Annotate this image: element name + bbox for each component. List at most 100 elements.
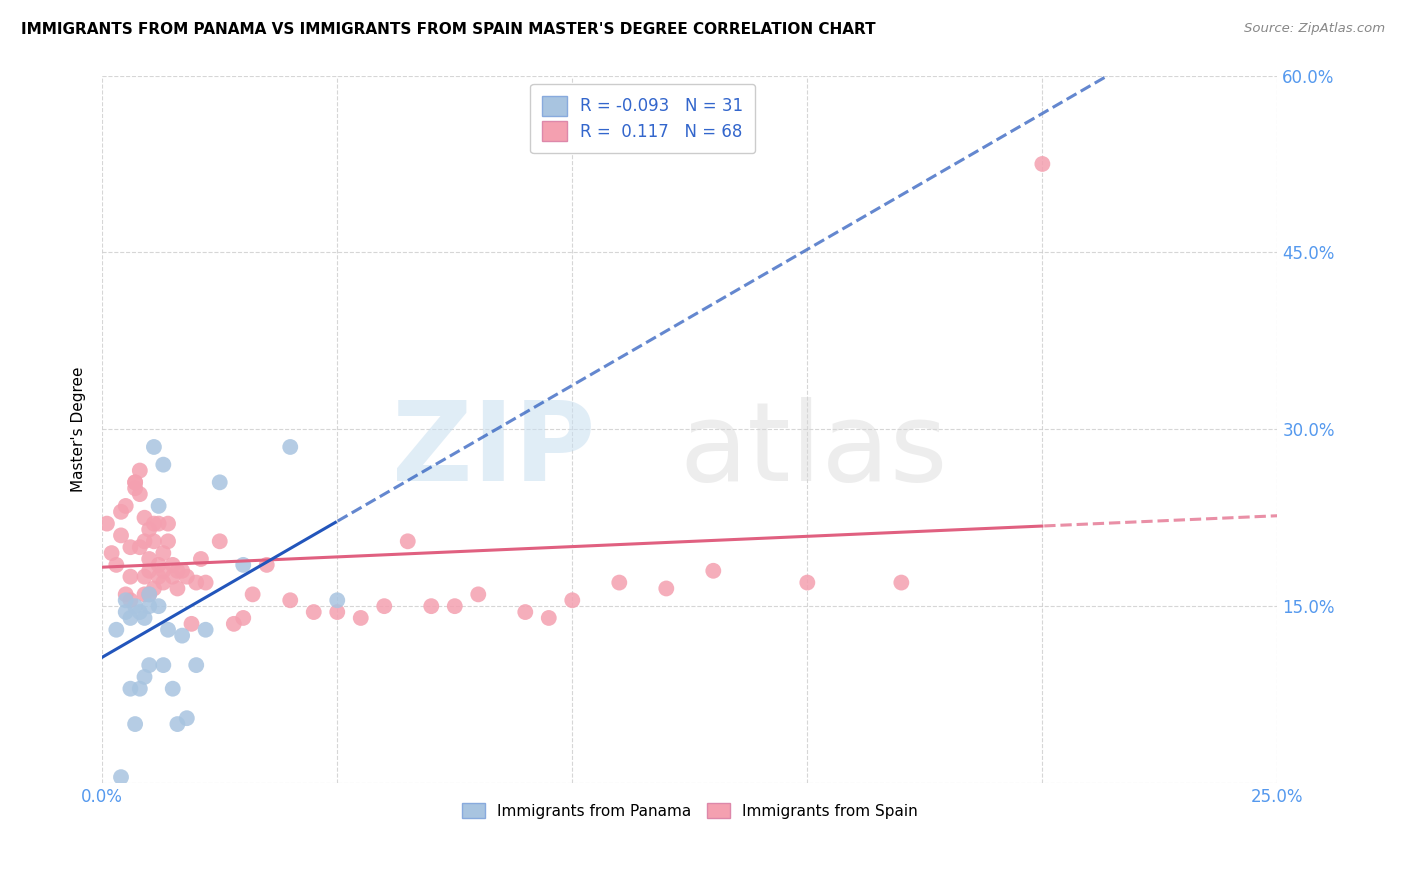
Point bbox=[152, 575, 174, 590]
Point bbox=[180, 616, 202, 631]
Point bbox=[561, 593, 583, 607]
Point bbox=[134, 510, 156, 524]
Point bbox=[172, 564, 194, 578]
Point bbox=[278, 593, 301, 607]
Point bbox=[256, 558, 278, 572]
Point bbox=[105, 558, 128, 572]
Point bbox=[124, 481, 146, 495]
Point bbox=[157, 623, 180, 637]
Point bbox=[373, 599, 395, 614]
Point bbox=[128, 605, 150, 619]
Point bbox=[176, 570, 198, 584]
Point bbox=[124, 475, 146, 490]
Point bbox=[278, 440, 301, 454]
Point bbox=[142, 516, 165, 531]
Point bbox=[1031, 157, 1053, 171]
Point bbox=[350, 611, 373, 625]
Point bbox=[100, 546, 122, 560]
Point bbox=[326, 605, 349, 619]
Point bbox=[172, 629, 194, 643]
Point bbox=[128, 487, 150, 501]
Point bbox=[142, 534, 165, 549]
Point bbox=[655, 582, 678, 596]
Point bbox=[148, 599, 170, 614]
Point bbox=[162, 558, 184, 572]
Point bbox=[607, 575, 630, 590]
Point bbox=[186, 658, 208, 673]
Text: ZIP: ZIP bbox=[392, 397, 596, 504]
Point bbox=[208, 475, 231, 490]
Point bbox=[120, 593, 142, 607]
Point bbox=[134, 587, 156, 601]
Point bbox=[124, 475, 146, 490]
Point bbox=[128, 464, 150, 478]
Point bbox=[194, 623, 217, 637]
Point bbox=[134, 670, 156, 684]
Point bbox=[110, 528, 132, 542]
Text: atlas: atlas bbox=[681, 397, 948, 504]
Point bbox=[232, 558, 254, 572]
Point bbox=[152, 546, 174, 560]
Point bbox=[176, 711, 198, 725]
Point bbox=[114, 499, 136, 513]
Point bbox=[120, 540, 142, 554]
Point bbox=[443, 599, 465, 614]
Point bbox=[537, 611, 560, 625]
Point bbox=[148, 570, 170, 584]
Point bbox=[142, 582, 165, 596]
Point bbox=[134, 570, 156, 584]
Point bbox=[128, 681, 150, 696]
Text: IMMIGRANTS FROM PANAMA VS IMMIGRANTS FROM SPAIN MASTER'S DEGREE CORRELATION CHAR: IMMIGRANTS FROM PANAMA VS IMMIGRANTS FRO… bbox=[21, 22, 876, 37]
Point bbox=[796, 575, 818, 590]
Point bbox=[242, 587, 264, 601]
Point bbox=[138, 587, 160, 601]
Point bbox=[186, 575, 208, 590]
Point bbox=[105, 623, 128, 637]
Point bbox=[138, 564, 160, 578]
Point bbox=[162, 681, 184, 696]
Point bbox=[110, 770, 132, 784]
Point bbox=[124, 717, 146, 731]
Point bbox=[138, 523, 160, 537]
Point bbox=[302, 605, 325, 619]
Point bbox=[190, 552, 212, 566]
Point bbox=[148, 558, 170, 572]
Point bbox=[110, 505, 132, 519]
Point bbox=[166, 582, 188, 596]
Point bbox=[152, 458, 174, 472]
Point bbox=[157, 516, 180, 531]
Point bbox=[162, 570, 184, 584]
Point bbox=[194, 575, 217, 590]
Point bbox=[148, 499, 170, 513]
Point bbox=[138, 599, 160, 614]
Point bbox=[114, 593, 136, 607]
Point bbox=[148, 516, 170, 531]
Point bbox=[208, 534, 231, 549]
Point bbox=[128, 540, 150, 554]
Point bbox=[515, 605, 537, 619]
Point bbox=[138, 658, 160, 673]
Point bbox=[702, 564, 724, 578]
Legend: Immigrants from Panama, Immigrants from Spain: Immigrants from Panama, Immigrants from … bbox=[456, 797, 924, 825]
Point bbox=[138, 587, 160, 601]
Point bbox=[157, 534, 180, 549]
Point bbox=[142, 440, 165, 454]
Point bbox=[890, 575, 912, 590]
Y-axis label: Master's Degree: Master's Degree bbox=[72, 367, 86, 492]
Point bbox=[222, 616, 245, 631]
Point bbox=[134, 534, 156, 549]
Point bbox=[396, 534, 419, 549]
Point bbox=[120, 681, 142, 696]
Point bbox=[326, 593, 349, 607]
Point bbox=[232, 611, 254, 625]
Point bbox=[467, 587, 489, 601]
Point bbox=[420, 599, 443, 614]
Point bbox=[124, 599, 146, 614]
Point bbox=[96, 516, 118, 531]
Point bbox=[120, 611, 142, 625]
Text: Source: ZipAtlas.com: Source: ZipAtlas.com bbox=[1244, 22, 1385, 36]
Point bbox=[114, 587, 136, 601]
Point bbox=[152, 564, 174, 578]
Point bbox=[166, 564, 188, 578]
Point bbox=[166, 717, 188, 731]
